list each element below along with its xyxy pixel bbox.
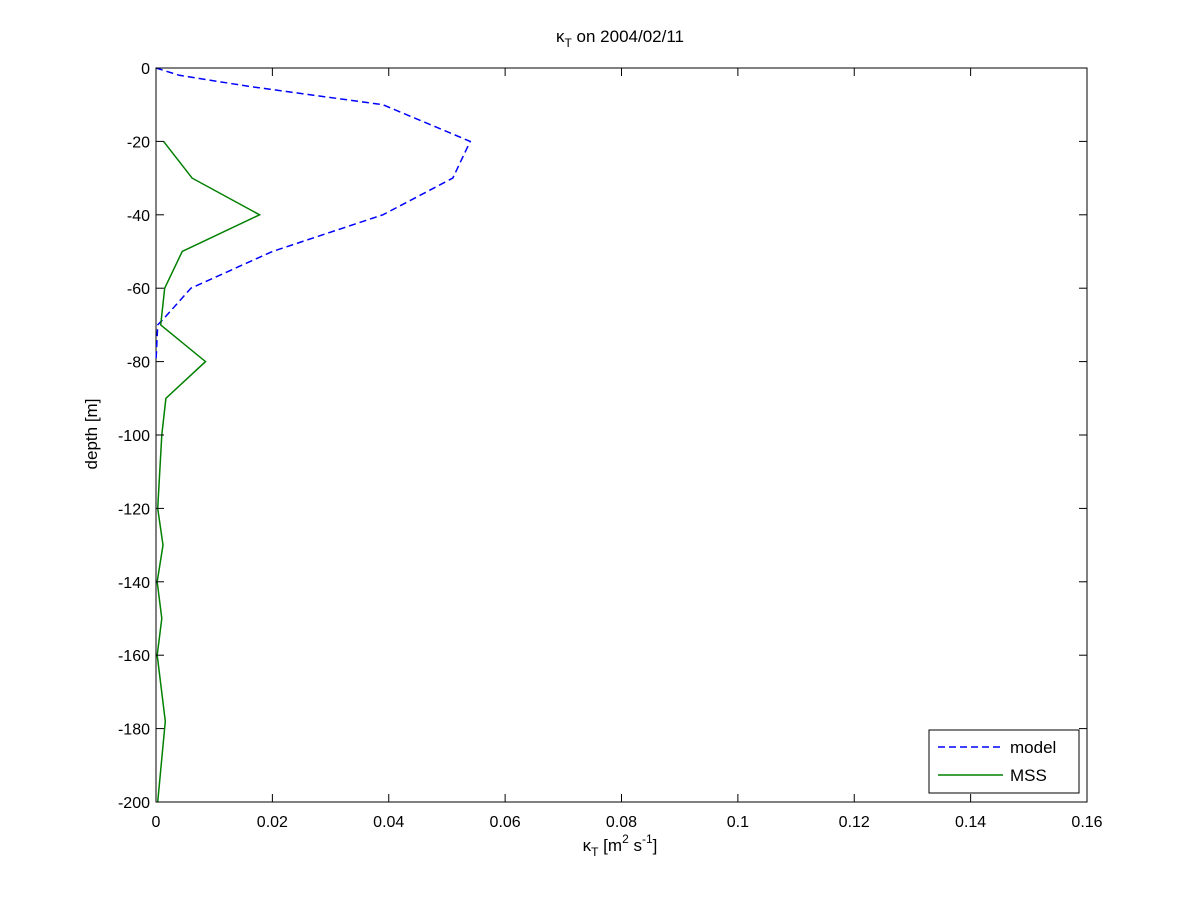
y-tick-label: -100 (118, 428, 150, 445)
x-tick-label: 0.06 (490, 814, 521, 831)
x-axis-label: κT [m2 s-1] (583, 832, 658, 859)
y-tick-label: -200 (118, 795, 150, 812)
y-tick-label: -80 (127, 355, 150, 372)
y-tick-label: -160 (118, 648, 150, 665)
ticks-layer: 0 0.02 0.04 0.06 0.08 0.1 0.12 0.14 0.16 0 -20 -40 -… (118, 61, 1103, 831)
x-tick-label: 0.14 (955, 814, 986, 831)
y-tick-label: -60 (127, 281, 150, 298)
y-axis-label: depth [m] (82, 399, 101, 470)
x-tick-label: 0.04 (373, 814, 404, 831)
legend-box (928, 729, 1080, 794)
chart-title: κT on 2004/02/11 (556, 27, 684, 50)
series-line-model (155, 67, 472, 362)
y-tick-label: -120 (118, 501, 150, 518)
legend: model MSS (928, 729, 1080, 794)
y-tick-label: -140 (118, 575, 150, 592)
series-layer (155, 67, 472, 803)
y-tick-label: -20 (127, 134, 150, 151)
x-tick-label: 0 (152, 814, 161, 831)
x-tick-label: 0.08 (606, 814, 637, 831)
legend-label-mss: MSS (1010, 766, 1047, 785)
x-tick-label: 0.12 (839, 814, 870, 831)
series-line-mss (156, 140, 262, 803)
y-tick-label: 0 (141, 61, 150, 78)
axes-background (156, 68, 1087, 802)
x-tick-label: 0.1 (727, 814, 749, 831)
x-tick-label: 0.02 (257, 814, 288, 831)
y-tick-label: -180 (118, 722, 150, 739)
legend-label-model: model (1010, 738, 1056, 757)
y-tick-label: -40 (127, 208, 150, 225)
x-tick-label: 0.16 (1071, 814, 1102, 831)
plot-area (155, 67, 1088, 803)
